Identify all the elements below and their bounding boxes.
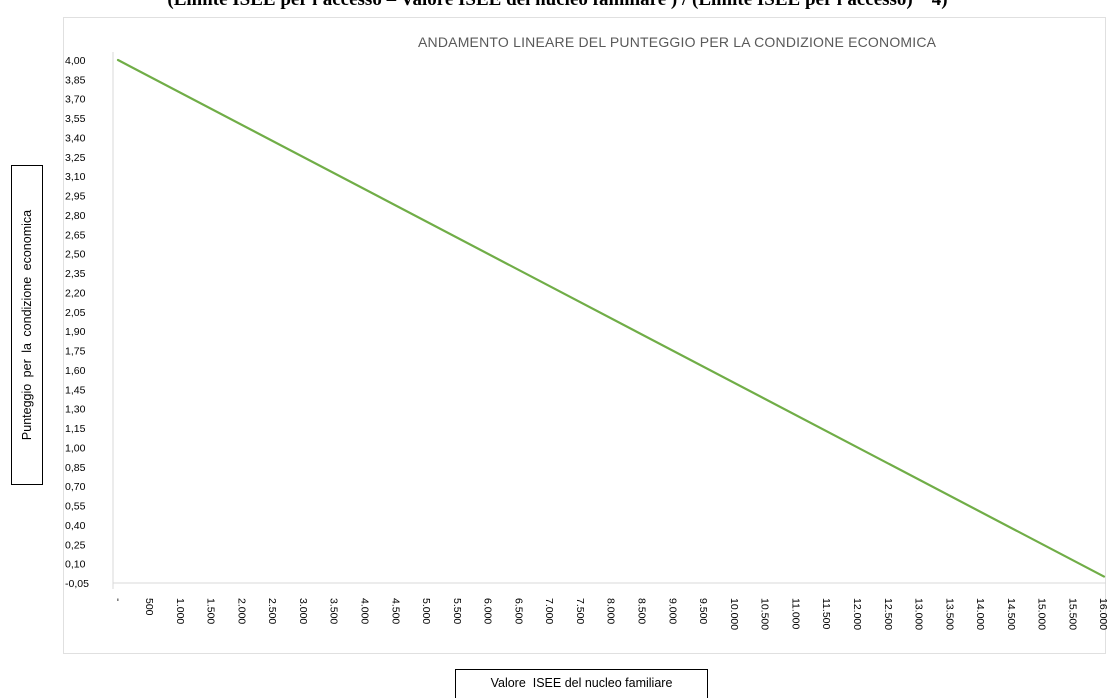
x-tick-label: 3.500	[328, 598, 340, 624]
y-tick-label: 1,00	[65, 442, 86, 454]
x-axis: - 500 1.000 1.500 2.000 2.500 3.000 3.500 4.000 4…	[112, 582, 1109, 630]
x-tick-label: 1.000	[174, 598, 186, 624]
x-tick-label: 15.000	[1036, 598, 1048, 630]
y-tick-label: 0,10	[65, 559, 86, 571]
x-axis-label-box	[455, 669, 708, 698]
x-tick-label: 10.500	[759, 598, 771, 630]
x-tick-label: 9.500	[697, 598, 709, 624]
x-tick-label: 5.500	[451, 598, 463, 624]
series-layer	[116, 58, 1106, 578]
series-line	[116, 58, 1106, 578]
chart-title: ANDAMENTO LINEARE DEL PUNTEGGIO PER LA C…	[418, 34, 937, 50]
x-tick-label: 12.500	[882, 598, 894, 630]
y-tick-label: 2,50	[65, 249, 86, 261]
formula-text: (Limite ISEE per l'accesso – Valore ISEE…	[0, 0, 1115, 11]
y-tick-label: 3,85	[65, 74, 86, 86]
y-tick-label: 0,55	[65, 501, 86, 513]
x-tick-label: 7.000	[543, 598, 555, 624]
y-tick-label: 3,70	[65, 94, 86, 106]
x-tick-label: 7.500	[574, 598, 586, 624]
x-tick-label: 1.500	[205, 598, 217, 624]
y-tick-label: 2,05	[65, 307, 86, 319]
y-tick-label: 1,75	[65, 346, 86, 358]
y-tick-label: 2,80	[65, 210, 86, 222]
x-tick-label: 11.500	[820, 598, 832, 629]
y-axis: 4,00 3,85 3,70 3,55 3,40 3,25 3,10 2,95 2,80 2,65…	[65, 52, 114, 590]
x-tick-label: 14.500	[1005, 598, 1017, 630]
y-tick-label: 3,10	[65, 171, 86, 183]
x-tick-label: 5.000	[420, 598, 432, 624]
x-tick-label: 13.000	[913, 598, 925, 630]
x-tick-label: 3.000	[297, 598, 309, 624]
y-tick-label: 1,60	[65, 365, 86, 377]
chart-frame	[63, 17, 1106, 654]
x-tick-label: 500	[143, 598, 155, 616]
y-axis-label-box	[11, 165, 43, 485]
y-tick-label: 2,35	[65, 268, 86, 280]
x-tick-label: 6.500	[512, 598, 524, 624]
x-tick-label: 9.000	[666, 598, 678, 624]
x-axis-label: Valore ISEE del nucleo familiare	[490, 676, 673, 690]
x-tick-label: -	[112, 598, 124, 602]
y-tick-label: -0,05	[65, 578, 89, 590]
x-tick-label: 11.000	[789, 598, 801, 629]
y-tick-label: 4,00	[65, 55, 86, 67]
x-tick-label: 15.500	[1066, 598, 1078, 630]
y-tick-label: 2,95	[65, 191, 86, 203]
x-tick-label: 16.000	[1097, 598, 1109, 630]
y-tick-label: 2,65	[65, 229, 86, 241]
y-tick-label: 1,45	[65, 384, 86, 396]
y-tick-label: 0,85	[65, 462, 86, 474]
x-tick-label: 4.000	[358, 598, 370, 624]
x-tick-label: 2.500	[266, 598, 278, 624]
x-tick-label: 8.500	[636, 598, 648, 624]
y-tick-label: 1,30	[65, 404, 86, 416]
x-tick-label: 10.000	[728, 598, 740, 630]
y-tick-label: 3,40	[65, 132, 86, 144]
y-tick-label: 1,15	[65, 423, 86, 435]
y-tick-label: 3,25	[65, 152, 86, 164]
x-tick-label: 13.500	[943, 598, 955, 630]
y-tick-label: 1,90	[65, 326, 86, 338]
y-tick-label: 0,25	[65, 539, 86, 551]
x-tick-label: 8.000	[605, 598, 617, 624]
x-tick-label: 14.000	[974, 598, 986, 630]
y-tick-label: 0,40	[65, 520, 86, 532]
y-tick-label: 3,55	[65, 113, 86, 125]
y-tick-label: 2,20	[65, 287, 86, 299]
x-tick-label: 2.000	[235, 598, 247, 624]
x-tick-label: 6.000	[482, 598, 494, 624]
y-tick-label: 0,70	[65, 481, 86, 493]
x-tick-label: 4.500	[389, 598, 401, 624]
x-tick-label: 12.000	[851, 598, 863, 630]
